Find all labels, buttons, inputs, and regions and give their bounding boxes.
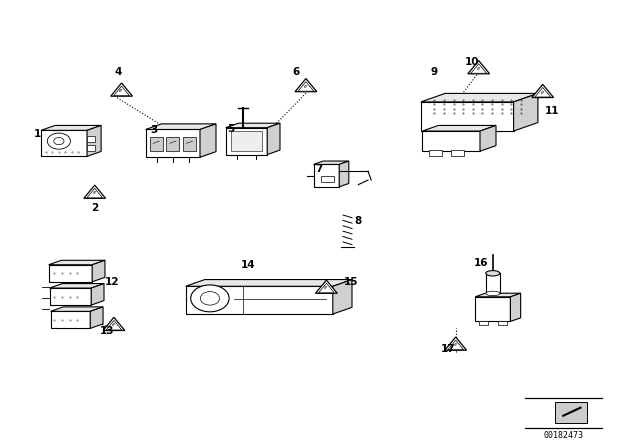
Polygon shape (41, 125, 101, 130)
Polygon shape (92, 284, 104, 305)
Polygon shape (186, 280, 352, 286)
Text: 4: 4 (115, 67, 122, 77)
Polygon shape (50, 288, 92, 305)
Text: 17: 17 (441, 344, 455, 353)
Polygon shape (476, 297, 511, 322)
Polygon shape (51, 307, 103, 311)
Polygon shape (114, 86, 129, 95)
Polygon shape (471, 64, 486, 73)
Polygon shape (146, 124, 216, 129)
Polygon shape (422, 125, 496, 131)
Bar (166, 137, 179, 151)
Polygon shape (319, 283, 334, 293)
Polygon shape (200, 124, 216, 157)
Text: 2: 2 (91, 203, 99, 213)
Polygon shape (535, 87, 550, 97)
Polygon shape (295, 78, 317, 92)
Polygon shape (314, 161, 349, 164)
Polygon shape (49, 260, 105, 265)
Polygon shape (333, 280, 352, 314)
Bar (183, 137, 196, 151)
Polygon shape (445, 337, 467, 350)
Polygon shape (51, 311, 90, 328)
Ellipse shape (486, 271, 500, 276)
Polygon shape (421, 94, 538, 102)
Text: 3: 3 (150, 125, 157, 135)
Text: δ²: δ² (541, 90, 545, 95)
Text: δ²: δ² (454, 343, 458, 347)
Polygon shape (268, 123, 280, 155)
Text: 7: 7 (315, 164, 323, 174)
Polygon shape (111, 83, 132, 96)
Polygon shape (84, 185, 106, 198)
Text: δ²: δ² (477, 67, 481, 71)
Polygon shape (49, 265, 92, 282)
Ellipse shape (486, 291, 500, 296)
Text: δ²: δ² (324, 286, 328, 290)
Polygon shape (339, 161, 349, 187)
Polygon shape (50, 284, 104, 288)
Text: 9: 9 (430, 67, 438, 77)
Polygon shape (448, 340, 463, 349)
Polygon shape (421, 102, 514, 131)
Polygon shape (92, 260, 105, 282)
Bar (87, 145, 95, 151)
Polygon shape (480, 125, 496, 151)
Bar (321, 176, 334, 182)
Bar (479, 321, 488, 325)
Polygon shape (41, 130, 87, 156)
Text: 13: 13 (100, 326, 115, 336)
Polygon shape (90, 307, 103, 328)
Bar (150, 137, 163, 151)
Polygon shape (511, 293, 521, 322)
Polygon shape (514, 94, 538, 131)
Text: 16: 16 (474, 258, 488, 268)
Bar (87, 136, 95, 142)
Polygon shape (476, 293, 521, 297)
Text: 5: 5 (227, 124, 234, 134)
Polygon shape (532, 84, 554, 98)
Text: 00182473: 00182473 (543, 431, 583, 440)
Circle shape (54, 138, 64, 145)
Text: 6: 6 (292, 67, 300, 77)
Bar (451, 151, 464, 156)
Polygon shape (103, 317, 125, 331)
Text: 14: 14 (241, 260, 255, 270)
Polygon shape (226, 128, 268, 155)
Bar (429, 151, 442, 156)
Bar (498, 321, 507, 325)
Polygon shape (226, 123, 280, 128)
Text: δ²: δ² (112, 323, 116, 327)
Polygon shape (555, 402, 587, 423)
Polygon shape (106, 320, 122, 330)
Polygon shape (468, 60, 490, 74)
Polygon shape (186, 286, 333, 314)
Text: 1: 1 (33, 129, 41, 139)
Text: 12: 12 (105, 277, 119, 287)
Polygon shape (146, 129, 200, 157)
Text: 8: 8 (355, 216, 362, 226)
Text: δ²: δ² (120, 89, 124, 93)
Text: 11: 11 (545, 106, 559, 116)
Text: δ²: δ² (93, 191, 97, 195)
Polygon shape (298, 82, 314, 91)
Text: δ²: δ² (304, 85, 308, 89)
Circle shape (200, 292, 220, 305)
Text: 10: 10 (465, 57, 479, 67)
Text: 15: 15 (344, 277, 358, 287)
Polygon shape (314, 164, 339, 187)
Polygon shape (316, 280, 337, 293)
Circle shape (191, 285, 229, 312)
Polygon shape (87, 125, 101, 156)
Polygon shape (87, 188, 102, 198)
Circle shape (47, 133, 70, 149)
Polygon shape (422, 131, 480, 151)
Bar (231, 131, 262, 151)
